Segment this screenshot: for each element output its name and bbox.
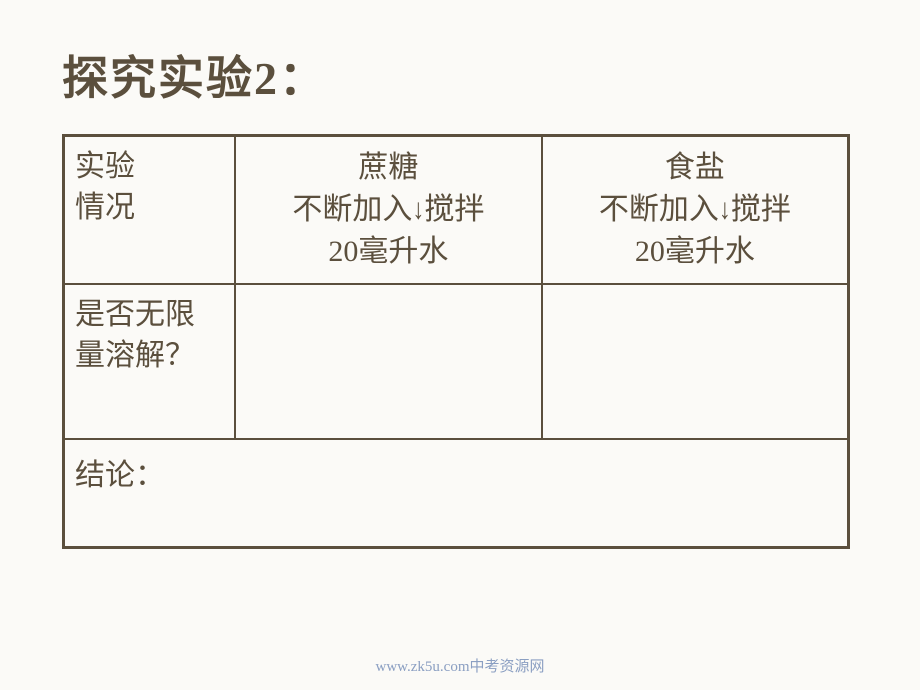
row1-label-line2: 情况 [75, 188, 226, 229]
row2-sucrose-cell [235, 284, 542, 439]
slide-container: 探究实验2： 实验 情况 蔗糖 不断加入 ↓ 搅拌 20毫升水 [0, 0, 920, 690]
footer-link: www.zk5u.com中考资源网 [0, 655, 920, 676]
sucrose-name: 蔗糖 [358, 147, 418, 189]
row1-sucrose-cell: 蔗糖 不断加入 ↓ 搅拌 20毫升水 [235, 136, 542, 285]
row1-label-cell: 实验 情况 [64, 136, 235, 285]
table-row-header: 实验 情况 蔗糖 不断加入 ↓ 搅拌 20毫升水 食盐 [64, 136, 849, 285]
row2-label-line1: 是否无限 [75, 295, 226, 336]
experiment-table: 实验 情况 蔗糖 不断加入 ↓ 搅拌 20毫升水 食盐 [62, 134, 850, 549]
row1-salt-cell: 食盐 不断加入 ↓ 搅拌 20毫升水 [542, 136, 849, 285]
row2-label-line2: 量溶解？ [75, 336, 226, 377]
salt-action-line: 不断加入 ↓ 搅拌 [599, 189, 791, 231]
row2-label-cell: 是否无限 量溶解？ [64, 284, 235, 439]
salt-name: 食盐 [665, 147, 725, 189]
sucrose-action-right: 搅拌 [424, 189, 484, 231]
table-row-dissolve: 是否无限 量溶解？ [64, 284, 849, 439]
table-row-conclusion: 结论： [64, 439, 849, 547]
sucrose-water: 20毫升水 [328, 231, 448, 273]
sucrose-action-left: 不断加入 [292, 189, 412, 231]
row1-label-line1: 实验 [75, 147, 226, 188]
sucrose-header-stack: 蔗糖 不断加入 ↓ 搅拌 20毫升水 [240, 147, 537, 273]
slide-title: 探究实验2： [62, 42, 858, 108]
row2-salt-cell [542, 284, 849, 439]
down-arrow-icon: ↓ [412, 196, 424, 225]
salt-header-stack: 食盐 不断加入 ↓ 搅拌 20毫升水 [547, 147, 843, 273]
conclusion-cell: 结论： [64, 439, 849, 547]
sucrose-action-line: 不断加入 ↓ 搅拌 [292, 189, 484, 231]
conclusion-label: 结论： [75, 459, 165, 492]
salt-action-right: 搅拌 [731, 189, 791, 231]
down-arrow-icon: ↓ [719, 196, 731, 225]
salt-water: 20毫升水 [635, 231, 755, 273]
salt-action-left: 不断加入 [599, 189, 719, 231]
